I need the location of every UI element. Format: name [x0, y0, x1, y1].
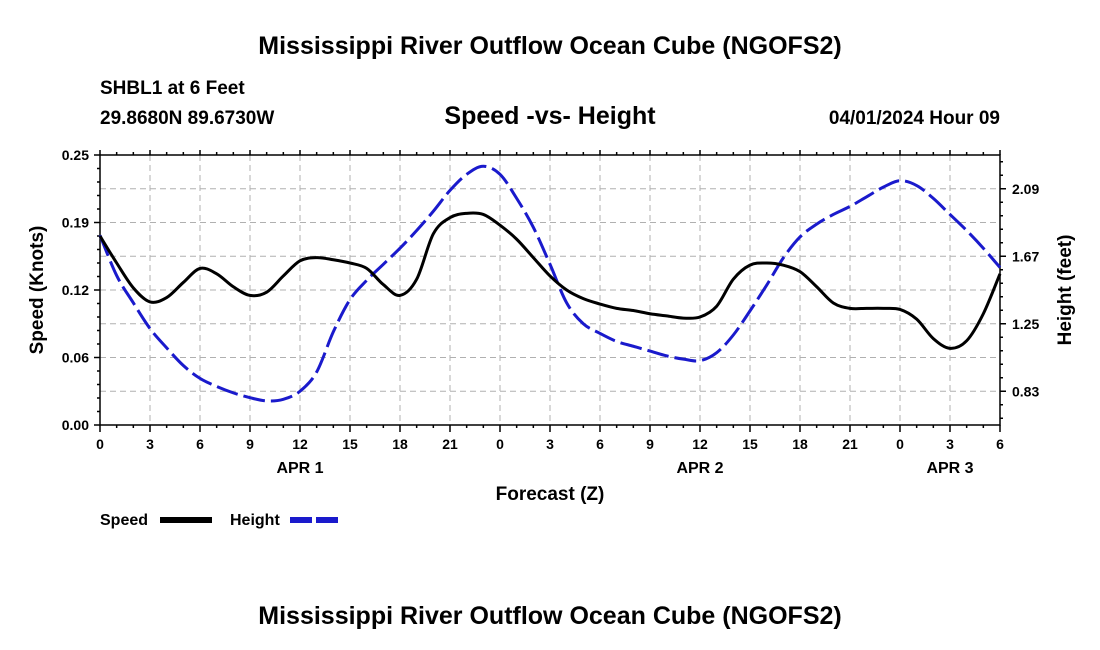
- date-label: APR 3: [926, 460, 973, 477]
- x-tick-label: 21: [842, 436, 858, 452]
- x-axis-title: Forecast (Z): [496, 484, 605, 505]
- grid: [100, 155, 1000, 425]
- y-tick-label: 0.06: [62, 350, 89, 366]
- x-tick-label: 6: [996, 436, 1004, 452]
- station-label: SHBL1 at 6 Feet: [100, 78, 245, 99]
- x-tick-label: 3: [146, 436, 154, 452]
- y-tick-label: 0.00: [62, 417, 89, 433]
- x-tick-label: 6: [196, 436, 204, 452]
- axis-ticks: [94, 150, 1006, 432]
- chart-title: Speed -vs- Height: [444, 102, 656, 130]
- y2-tick-label: 0.83: [1012, 383, 1039, 399]
- date-label: APR 1: [276, 460, 323, 477]
- y-axis-title: Speed (Knots): [27, 226, 48, 355]
- legend: Speed Height: [100, 512, 342, 529]
- tick-labels: 0 3 6 9 12 15 18 21 0 3 6 9 12 15 18 21 0 3 6 0.00 0.06 0.12 0…: [62, 147, 1040, 477]
- coordinates-label: 29.8680N 89.6730W: [100, 108, 274, 129]
- x-tick-label: 3: [546, 436, 554, 452]
- x-tick-label: 0: [496, 436, 504, 452]
- datetime-label: 04/01/2024 Hour 09: [829, 108, 1000, 129]
- date-label: APR 2: [676, 460, 723, 477]
- page-title-bottom: Mississippi River Outflow Ocean Cube (NG…: [258, 602, 841, 630]
- legend-height-label: Height: [230, 512, 280, 529]
- x-tick-label: 18: [392, 436, 408, 452]
- y-tick-label: 0.19: [62, 215, 89, 231]
- legend-speed-label: Speed: [100, 512, 148, 529]
- page-title: Mississippi River Outflow Ocean Cube (NG…: [258, 32, 841, 60]
- x-tick-label: 0: [96, 436, 104, 452]
- x-tick-label: 9: [646, 436, 654, 452]
- x-tick-label: 18: [792, 436, 808, 452]
- x-tick-label: 21: [442, 436, 458, 452]
- x-tick-label: 6: [596, 436, 604, 452]
- x-tick-label: 9: [246, 436, 254, 452]
- x-tick-label: 12: [292, 436, 308, 452]
- x-tick-label: 3: [946, 436, 954, 452]
- y-tick-label: 0.12: [62, 282, 89, 298]
- series-layer: [98, 164, 1002, 403]
- height-series-line: [98, 164, 1002, 403]
- y2-tick-label: 1.67: [1012, 248, 1039, 264]
- x-tick-label: 12: [692, 436, 708, 452]
- x-tick-label: 0: [896, 436, 904, 452]
- y2-tick-label: 1.25: [1012, 316, 1039, 332]
- speed-series-line: [98, 211, 1002, 350]
- x-tick-label: 15: [342, 436, 358, 452]
- x-tick-label: 15: [742, 436, 758, 452]
- y2-tick-label: 2.09: [1012, 181, 1039, 197]
- y2-axis-title: Height (feet): [1055, 235, 1076, 346]
- y-tick-label: 0.25: [62, 147, 89, 163]
